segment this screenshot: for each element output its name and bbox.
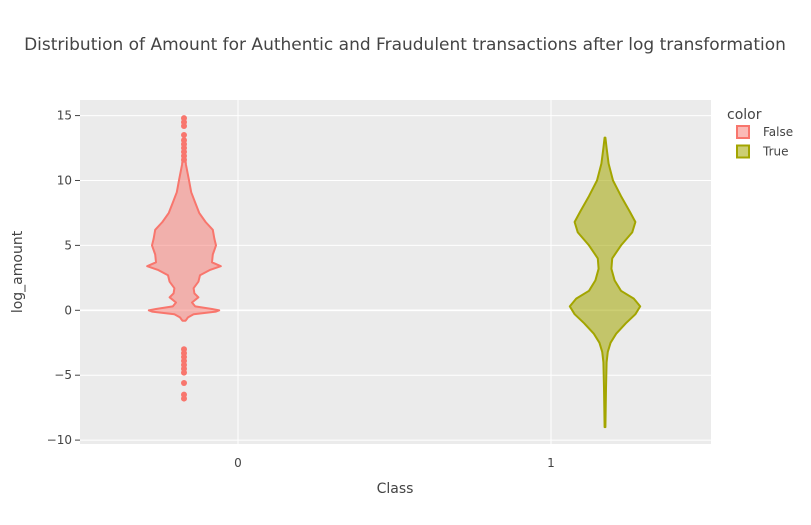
legend: color False True	[727, 107, 793, 159]
y-axis-title: log_amount	[10, 230, 26, 313]
legend-label: True	[762, 145, 789, 159]
x-tick-label: 1	[547, 456, 555, 470]
y-tick-label: −10	[47, 433, 72, 447]
y-tick-label: −5	[54, 368, 72, 382]
outlier-point	[181, 132, 187, 139]
legend-swatch	[736, 144, 750, 159]
violin-true	[568, 136, 642, 429]
y-tick-labels: 15 10 5 0 −5 −10	[47, 109, 80, 447]
outlier-point	[181, 369, 187, 376]
legend-title: color	[727, 107, 762, 123]
y-tick-label: 5	[64, 238, 72, 252]
y-tick-label: 10	[57, 173, 72, 187]
violins	[146, 115, 642, 429]
x-tick-label: 0	[234, 456, 242, 470]
chart-title: Distribution of Amount for Authentic and…	[24, 35, 786, 55]
outlier-point	[181, 395, 187, 402]
legend-swatch	[736, 125, 750, 139]
outlier-point	[181, 122, 187, 129]
outlier-point	[181, 379, 187, 386]
outlier-point	[181, 156, 187, 163]
legend-label: False	[763, 125, 793, 139]
x-axis-title: Class	[377, 481, 414, 497]
y-tick-label: 15	[57, 109, 72, 123]
y-tick-label: 0	[64, 303, 72, 317]
